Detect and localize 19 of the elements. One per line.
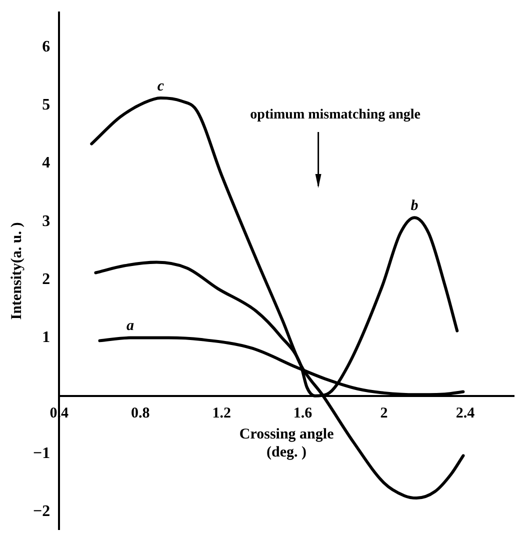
y-tick-label: 4 (42, 154, 50, 172)
series-label: c (157, 78, 164, 94)
x-axis-title: Crossing angle (deg. ) (239, 426, 334, 461)
y-tick-label: 6 (42, 38, 50, 56)
series-label: b (410, 198, 419, 214)
y-tick-label: −2 (32, 503, 50, 520)
y-tick-label: 2 (42, 270, 50, 288)
y-axis-title: Intensity(a. u. ) (8, 222, 25, 320)
y-tick-label: 3 (42, 212, 50, 230)
y-tick-label: 1 (42, 328, 50, 346)
y-tick-label: −1 (32, 445, 50, 462)
x-tick-label: 1.6 (293, 406, 313, 422)
x-tick-label: 0.8 (130, 406, 150, 422)
series-label: a (126, 318, 134, 334)
annotation: optimum mismatching angle (250, 108, 421, 123)
y-tick-label: 5 (42, 96, 50, 114)
x-tick-label: 1.2 (212, 406, 231, 422)
x-tick-label: 2 (380, 406, 388, 422)
x-tick-label: 2.4 (456, 406, 476, 422)
